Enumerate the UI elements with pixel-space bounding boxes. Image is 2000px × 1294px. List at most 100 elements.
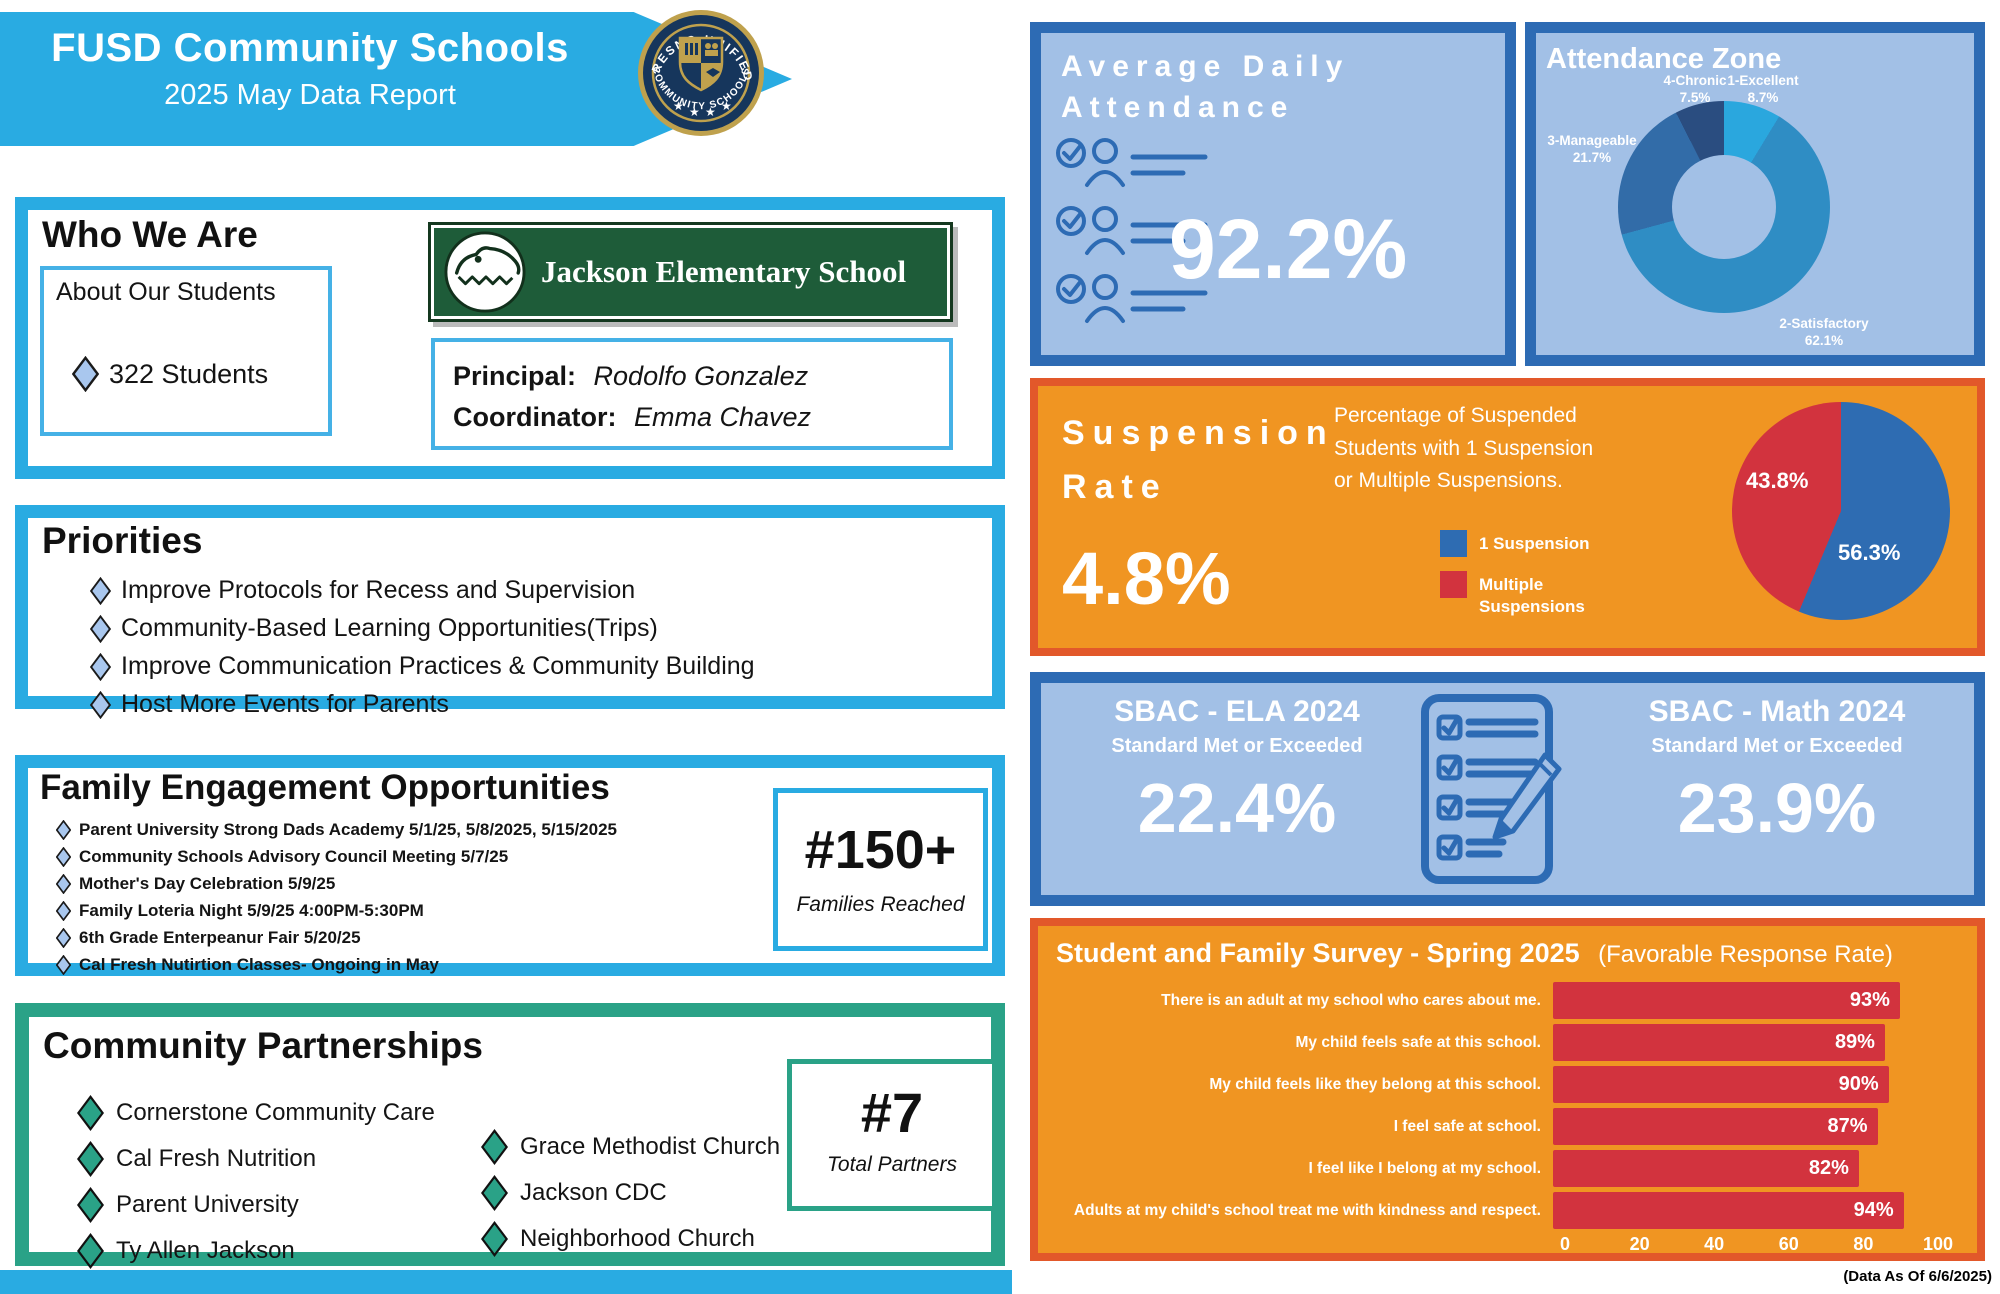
survey-row-label: I feel safe at school. xyxy=(1393,1117,1541,1135)
svg-text:★: ★ xyxy=(705,105,716,119)
diamond-bullet-icon xyxy=(77,1141,104,1177)
sbac-ela-value: 22.4% xyxy=(1137,769,1337,847)
survey-row: There is an adult at my school who cares… xyxy=(1038,982,1977,1019)
list-item: 6th Grade Enterpeanur Fair 5/20/25 xyxy=(56,928,617,948)
diamond-bullet-icon xyxy=(56,955,71,975)
students-count-row: 322 Students xyxy=(72,356,268,392)
diamond-bullet-icon xyxy=(481,1221,508,1257)
school-name: Jackson Elementary School xyxy=(541,254,907,289)
priorities-list: Improve Protocols for Recess and Supervi… xyxy=(90,576,755,719)
diamond-bullet-icon xyxy=(56,820,71,840)
district-seal-icon: FRESNO UNIFIED COMMUNITY SCHOOLS ★ ★ ★ ★ xyxy=(636,8,764,136)
survey-bar: 93% xyxy=(1553,982,1900,1019)
survey-titlebar: Student and Family Survey - Spring 2025 … xyxy=(1056,938,1893,969)
priority-item-label: Host More Events for Parents xyxy=(121,690,449,718)
data-as-of-note: (Data As Of 6/6/2025) xyxy=(1843,1268,1992,1285)
survey-bar: 90% xyxy=(1553,1066,1889,1103)
event-item-label: Family Loteria Night 5/9/25 4:00PM-5:30P… xyxy=(79,901,424,920)
legend-item: Multiple Suspensions xyxy=(1440,571,1609,618)
about-students-label: About Our Students xyxy=(56,278,276,306)
donut-label-manageable: 3-Manageable 21.7% xyxy=(1547,133,1637,165)
families-reached-value: #150+ xyxy=(804,820,957,880)
attendance-zone-donut-chart xyxy=(1618,101,1830,313)
diamond-bullet-icon xyxy=(72,356,99,392)
legend-item: 1 Suspension xyxy=(1440,530,1609,557)
survey-bar: 87% xyxy=(1553,1108,1878,1145)
event-item-label: Mother's Day Celebration 5/9/25 xyxy=(79,874,336,893)
who-we-are-section: Who We Are About Our Students 322 Studen… xyxy=(15,197,1005,479)
survey-row-label: There is an adult at my school who cares… xyxy=(1161,991,1541,1009)
suspension-rate-card: Suspension Rate 4.8% Percentage of Suspe… xyxy=(1030,378,1985,656)
survey-row-label: My child feels like they belong at this … xyxy=(1209,1075,1541,1093)
list-item: Family Loteria Night 5/9/25 4:00PM-5:30P… xyxy=(56,901,617,921)
sbac-ela-title: SBAC - ELA 2024 xyxy=(1114,695,1360,728)
suspension-value: 4.8% xyxy=(1062,537,1231,620)
list-item: Improve Communication Practices & Commun… xyxy=(90,652,755,681)
suspension-description: Percentage of Suspended Students with 1 … xyxy=(1334,404,1594,493)
list-item: Cal Fresh Nutrition xyxy=(77,1141,435,1177)
suspension-pie-chart: 43.8% 56.3% xyxy=(1732,402,1950,620)
diamond-bullet-icon xyxy=(481,1129,508,1165)
sbac-ela-subtitle: Standard Met or Exceeded xyxy=(1111,735,1363,757)
diamond-bullet-icon xyxy=(56,901,71,921)
family-engagement-list: Parent University Strong Dads Academy 5/… xyxy=(56,820,617,975)
list-item: Community Schools Advisory Council Meeti… xyxy=(56,847,617,867)
list-item: Parent University Strong Dads Academy 5/… xyxy=(56,820,617,840)
diamond-bullet-icon xyxy=(481,1175,508,1211)
survey-bar-value: 93% xyxy=(1849,989,1890,1011)
principal-box: Principal: Rodolfo Gonzalez Coordinator:… xyxy=(431,338,953,450)
families-reached-label: Families Reached xyxy=(796,893,965,916)
partner-item-label: Parent University xyxy=(116,1191,299,1218)
svg-text:★: ★ xyxy=(689,105,700,119)
axis-tick-label: 60 xyxy=(1778,1234,1799,1254)
family-engagement-section: Family Engagement Opportunities Parent U… xyxy=(15,755,1005,976)
survey-subtitle: (Favorable Response Rate) xyxy=(1598,941,1893,968)
survey-bar-value: 87% xyxy=(1827,1115,1868,1137)
seal-stars: ★ ★ ★ ★ xyxy=(673,99,732,119)
partner-item-label: Cornerstone Community Care xyxy=(116,1099,435,1126)
list-item: Cornerstone Community Care xyxy=(77,1095,435,1131)
list-item: Mother's Day Celebration 5/9/25 xyxy=(56,874,617,894)
priority-item-label: Community-Based Learning Opportunities(T… xyxy=(121,614,658,642)
event-item-label: Cal Fresh Nutirtion Classes- Ongoing in … xyxy=(79,955,439,974)
event-item-label: Parent University Strong Dads Academy 5/… xyxy=(79,820,617,839)
sbac-math-value: 23.9% xyxy=(1677,769,1877,847)
list-item: Ty Allen Jackson xyxy=(77,1233,435,1269)
priorities-section: Priorities Improve Protocols for Recess … xyxy=(15,505,1005,719)
axis-tick-label: 20 xyxy=(1629,1234,1650,1254)
partner-item-label: Jackson CDC xyxy=(520,1179,667,1206)
list-item: Grace Methodist Church xyxy=(481,1129,780,1165)
survey-bar-chart: There is an adult at my school who cares… xyxy=(1038,982,1977,1234)
diamond-bullet-icon xyxy=(90,652,111,681)
survey-bar: 94% xyxy=(1553,1192,1904,1229)
survey-row: My child feels like they belong at this … xyxy=(1038,1066,1977,1103)
partner-item-label: Cal Fresh Nutrition xyxy=(116,1145,317,1172)
sbac-ela-column: SBAC - ELA 2024 Standard Met or Exceeded… xyxy=(1041,695,1433,848)
partner-item-label: Ty Allen Jackson xyxy=(116,1237,295,1264)
survey-bar-value: 89% xyxy=(1834,1031,1875,1053)
pencil-icon xyxy=(1492,752,1562,840)
survey-bar: 82% xyxy=(1553,1150,1859,1187)
about-students-box: About Our Students 322 Students xyxy=(40,266,332,436)
total-partners-stat: #7 Total Partners xyxy=(787,1059,997,1211)
axis-tick-label: 0 xyxy=(1559,1234,1571,1254)
legend-swatch-red xyxy=(1440,571,1467,598)
families-reached-stat: #150+ Families Reached xyxy=(773,788,988,951)
pie-label-single: 56.3% xyxy=(1838,540,1901,565)
list-item: Community-Based Learning Opportunities(T… xyxy=(90,614,755,643)
sbac-math-column: SBAC - Math 2024 Standard Met or Exceede… xyxy=(1581,695,1973,848)
attendance-zone-card: Attendance Zone 4-Chronic 7.5% 1-Excelle… xyxy=(1525,22,1985,366)
coordinator-row: Coordinator: Emma Chavez xyxy=(453,397,931,438)
partner-item-label: Grace Methodist Church xyxy=(520,1133,781,1160)
total-partners-label: Total Partners xyxy=(827,1153,957,1176)
ada-title-line2: Attendance xyxy=(1061,90,1295,124)
survey-bar-value: 94% xyxy=(1853,1199,1894,1221)
legend-label: Multiple Suspensions xyxy=(1479,575,1585,617)
suspension-title: Suspension Rate xyxy=(1062,414,1335,507)
legend-label: 1 Suspension xyxy=(1479,534,1590,553)
sbac-card: SBAC - ELA 2024 Standard Met or Exceeded… xyxy=(1030,672,1985,906)
axis-tick-label: 100 xyxy=(1922,1234,1954,1254)
survey-row: I feel safe at school. 87% xyxy=(1038,1108,1977,1145)
partner-item-label: Neighborhood Church xyxy=(520,1225,755,1252)
